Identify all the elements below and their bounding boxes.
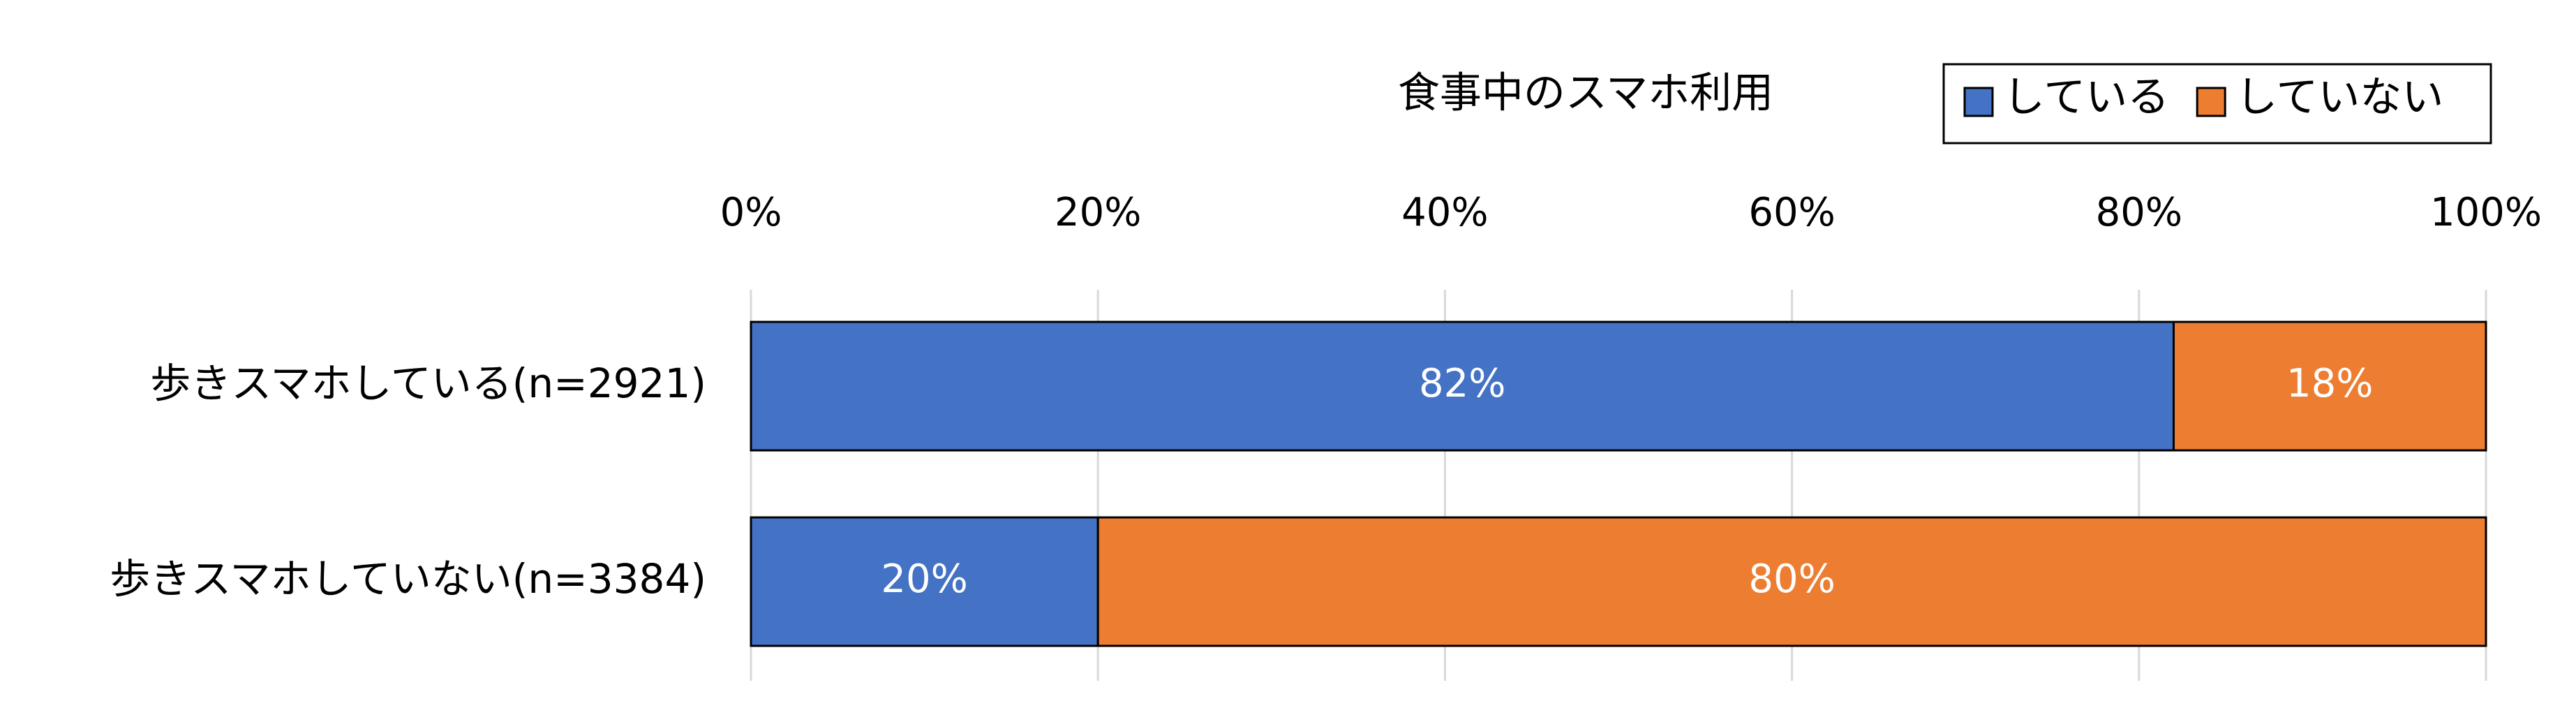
legend-box	[1942, 63, 2492, 145]
data-label: 80%	[1748, 556, 1835, 602]
bar	[2173, 320, 2487, 452]
x-tick-label: 20%	[1055, 190, 1141, 235]
data-label: 82%	[1419, 361, 1505, 406]
legend-label: している	[2003, 73, 2169, 122]
legend-swatch	[2196, 87, 2226, 117]
data-label: 18%	[2286, 361, 2373, 406]
y-tick-label: 歩きスマホしている(n=2921)	[150, 360, 706, 407]
bar	[750, 320, 2175, 452]
data-label: 20%	[881, 556, 967, 602]
y-tick-label: 歩きスマホしていない(n=3384)	[110, 555, 706, 603]
x-tick-label: 80%	[2096, 190, 2182, 235]
bar	[1096, 516, 2487, 647]
x-tick-label: 60%	[1748, 190, 1835, 235]
x-tick-label: 0%	[720, 190, 782, 235]
legend-title: 食事中のスマホ利用	[1398, 69, 1773, 118]
bar	[750, 516, 1099, 647]
legend-swatch	[1963, 87, 1994, 117]
x-tick-label: 100%	[2430, 190, 2542, 235]
x-tick-label: 40%	[1401, 190, 1488, 235]
legend-label: していない	[2235, 73, 2443, 122]
